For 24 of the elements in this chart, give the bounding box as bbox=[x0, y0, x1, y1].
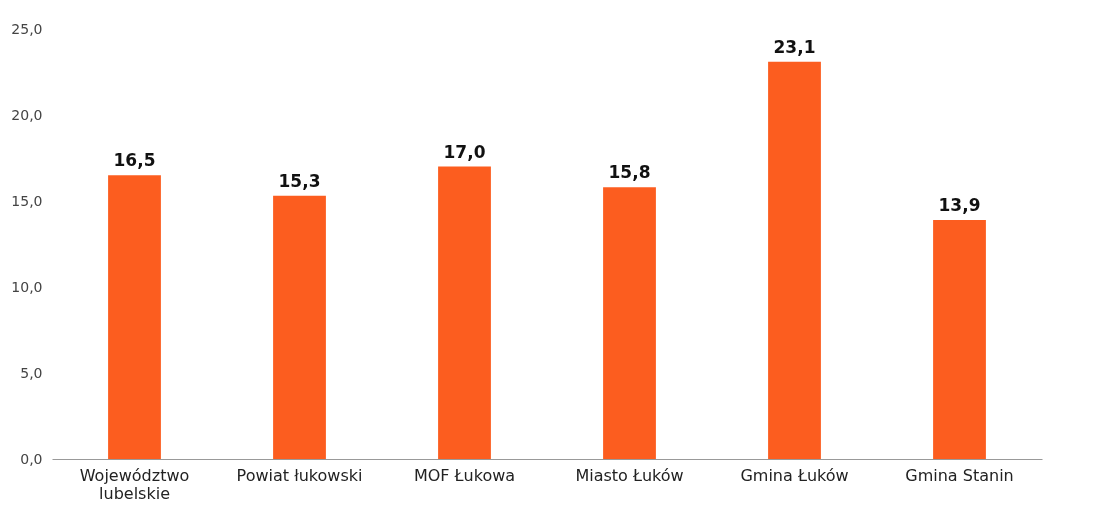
y-tick-label: 25,0 bbox=[11, 20, 43, 37]
y-tick-label: 5,0 bbox=[20, 364, 43, 381]
x-tick-label: MOF Łukowa bbox=[413, 465, 516, 485]
bar bbox=[768, 61, 821, 459]
x-tick-label: Powiat łukowski bbox=[236, 465, 363, 485]
x-tick-label: Miasto Łuków bbox=[575, 465, 684, 485]
data-label: 15,8 bbox=[608, 162, 651, 183]
bar bbox=[933, 219, 986, 459]
bar bbox=[108, 175, 161, 459]
data-label: 23,1 bbox=[773, 36, 816, 57]
data-label: 13,9 bbox=[938, 194, 981, 215]
y-tick-label: 10,0 bbox=[11, 278, 43, 295]
y-tick-label: 0,0 bbox=[20, 450, 43, 467]
data-label: 16,5 bbox=[113, 150, 156, 171]
y-tick-label: 20,0 bbox=[11, 106, 43, 123]
x-tick-label: Gmina Łuków bbox=[740, 465, 849, 485]
y-tick-label: 15,0 bbox=[11, 192, 43, 209]
data-label: 15,3 bbox=[278, 170, 321, 191]
bar bbox=[438, 166, 491, 459]
data-label: 17,0 bbox=[443, 141, 486, 162]
bar bbox=[603, 187, 656, 459]
x-tick-label: Województwo lubelskie bbox=[79, 465, 190, 503]
x-tick-label: Gmina Stanin bbox=[905, 465, 1014, 485]
bar bbox=[273, 195, 326, 459]
